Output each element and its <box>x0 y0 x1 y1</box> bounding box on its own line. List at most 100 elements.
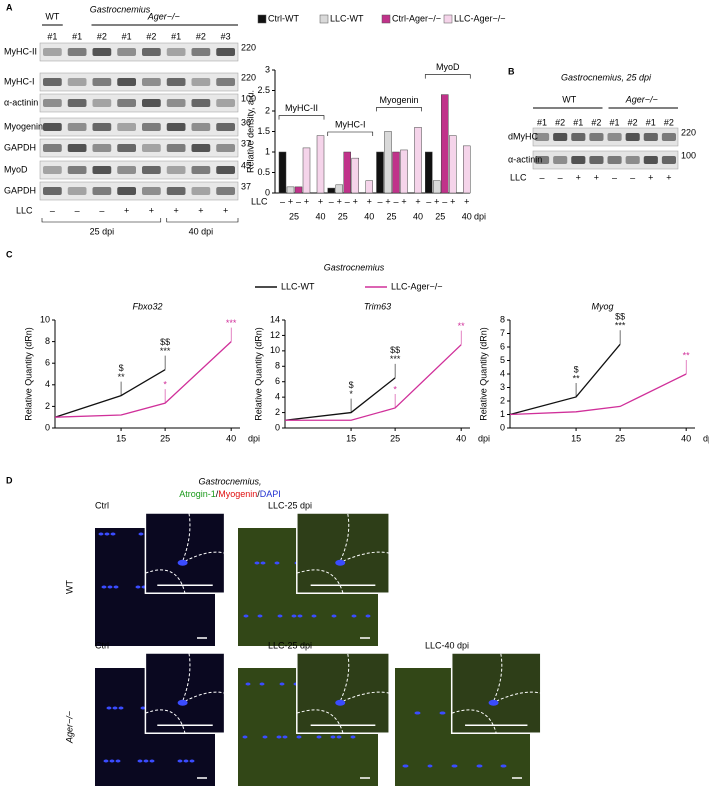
y-tick-label: 0 <box>45 422 50 432</box>
blot-band <box>67 166 87 174</box>
llc-sign: + <box>337 196 342 206</box>
lane-label: #2 <box>196 31 206 41</box>
timepoint: 25 <box>338 211 348 221</box>
nucleus <box>335 699 346 706</box>
lane-label: #2 <box>591 117 601 127</box>
bar <box>414 127 422 194</box>
blot-band <box>216 166 235 174</box>
bar <box>384 131 392 194</box>
llc-sign: + <box>576 172 581 182</box>
llc-sign: + <box>353 196 358 206</box>
mw-label: 220 <box>681 127 696 137</box>
bar <box>449 135 457 194</box>
llc-sign: – <box>296 196 301 206</box>
blot-band <box>191 78 211 86</box>
llc-sign: + <box>666 172 671 182</box>
x-tick-label: 25 <box>160 433 170 443</box>
blot-band <box>589 133 604 141</box>
llc-sign: – <box>393 196 398 206</box>
nucleus <box>189 759 195 763</box>
nucleus <box>109 759 115 763</box>
row-label: GAPDH <box>4 185 36 195</box>
bar <box>302 147 311 194</box>
y-tick-label: 3 <box>265 64 270 74</box>
blot-band <box>191 166 211 174</box>
stain-label: / <box>216 489 219 499</box>
llc-sign: + <box>594 172 599 182</box>
blot-band <box>166 187 186 195</box>
y-tick-label: 2 <box>500 395 505 405</box>
lane-label: #1 <box>646 117 656 127</box>
blot-band <box>142 187 161 195</box>
panel-title: Gastrocnemius, <box>198 476 261 486</box>
x-tick-label: 25 <box>390 433 400 443</box>
blot-strip <box>39 117 239 137</box>
blot-band <box>166 48 186 56</box>
blot-band <box>67 48 87 56</box>
llc-sign: + <box>415 196 420 206</box>
blot-strip <box>39 93 239 113</box>
bracket <box>376 107 422 112</box>
x-unit: dpi <box>248 433 260 443</box>
blot-band <box>625 156 640 164</box>
blot-band <box>67 187 87 195</box>
nucleus <box>282 735 288 739</box>
mw-label: 37 <box>241 181 251 191</box>
nucleus <box>452 764 458 768</box>
blot-band <box>191 99 211 107</box>
image-label: Ctrl <box>95 640 109 650</box>
nucleus <box>336 735 342 739</box>
llc-sign: + <box>385 196 390 206</box>
x-tick-label: 15 <box>571 433 581 443</box>
significance: ** <box>458 321 466 331</box>
group-label: Myogenin <box>379 95 418 105</box>
significance: $ <box>574 364 579 374</box>
lane-label: #2 <box>97 31 107 41</box>
group-label: WT <box>45 11 59 21</box>
blot-band <box>43 166 62 174</box>
y-tick-label: 2 <box>275 407 280 417</box>
group-label: MyHC-II <box>285 103 318 113</box>
image-label: LLC-40 dpi <box>425 640 469 650</box>
nucleus <box>243 614 249 618</box>
llc-sign: + <box>223 205 228 215</box>
nucleus <box>183 759 189 763</box>
lane-label: #2 <box>664 117 674 127</box>
mw-label: 100 <box>681 150 696 160</box>
y-tick-label: 0 <box>265 187 270 197</box>
blot-band <box>589 156 604 164</box>
blot-band <box>191 187 211 195</box>
blot-band <box>216 99 235 107</box>
timepoint: 25 <box>386 211 396 221</box>
y-tick-label: 2 <box>45 401 50 411</box>
stain-legend: Atrogin-1/Myogenin/DAPI <box>179 489 281 499</box>
blot-strip <box>39 138 239 158</box>
bar <box>376 151 384 194</box>
legend-swatch <box>257 14 267 24</box>
nucleus <box>113 585 119 589</box>
blot-band <box>67 99 87 107</box>
blot-band <box>117 123 136 131</box>
y-tick-label: 10 <box>40 314 50 324</box>
bar <box>463 145 471 194</box>
bracket <box>327 131 374 136</box>
nucleus <box>296 735 302 739</box>
nucleus <box>276 735 282 739</box>
significance: *** <box>390 354 401 364</box>
timepoint: 40 dpi <box>189 226 214 236</box>
legend-label: Ctrl-WT <box>268 13 299 23</box>
llc-label: LLC <box>16 205 33 215</box>
mw-label: 36 <box>241 117 251 127</box>
nucleus <box>115 759 121 763</box>
y-axis-label: Relative Quantity (dRn) <box>23 327 33 421</box>
nucleus <box>297 614 303 618</box>
bracket <box>41 218 162 223</box>
lane-label: #2 <box>628 117 638 127</box>
inset <box>296 512 390 594</box>
y-tick-label: 12 <box>270 330 280 340</box>
lane-label: #1 <box>171 31 181 41</box>
panel-title: Gastrocnemius <box>324 262 385 272</box>
row-label: α-actinin <box>508 154 542 164</box>
blot-band <box>142 48 161 56</box>
